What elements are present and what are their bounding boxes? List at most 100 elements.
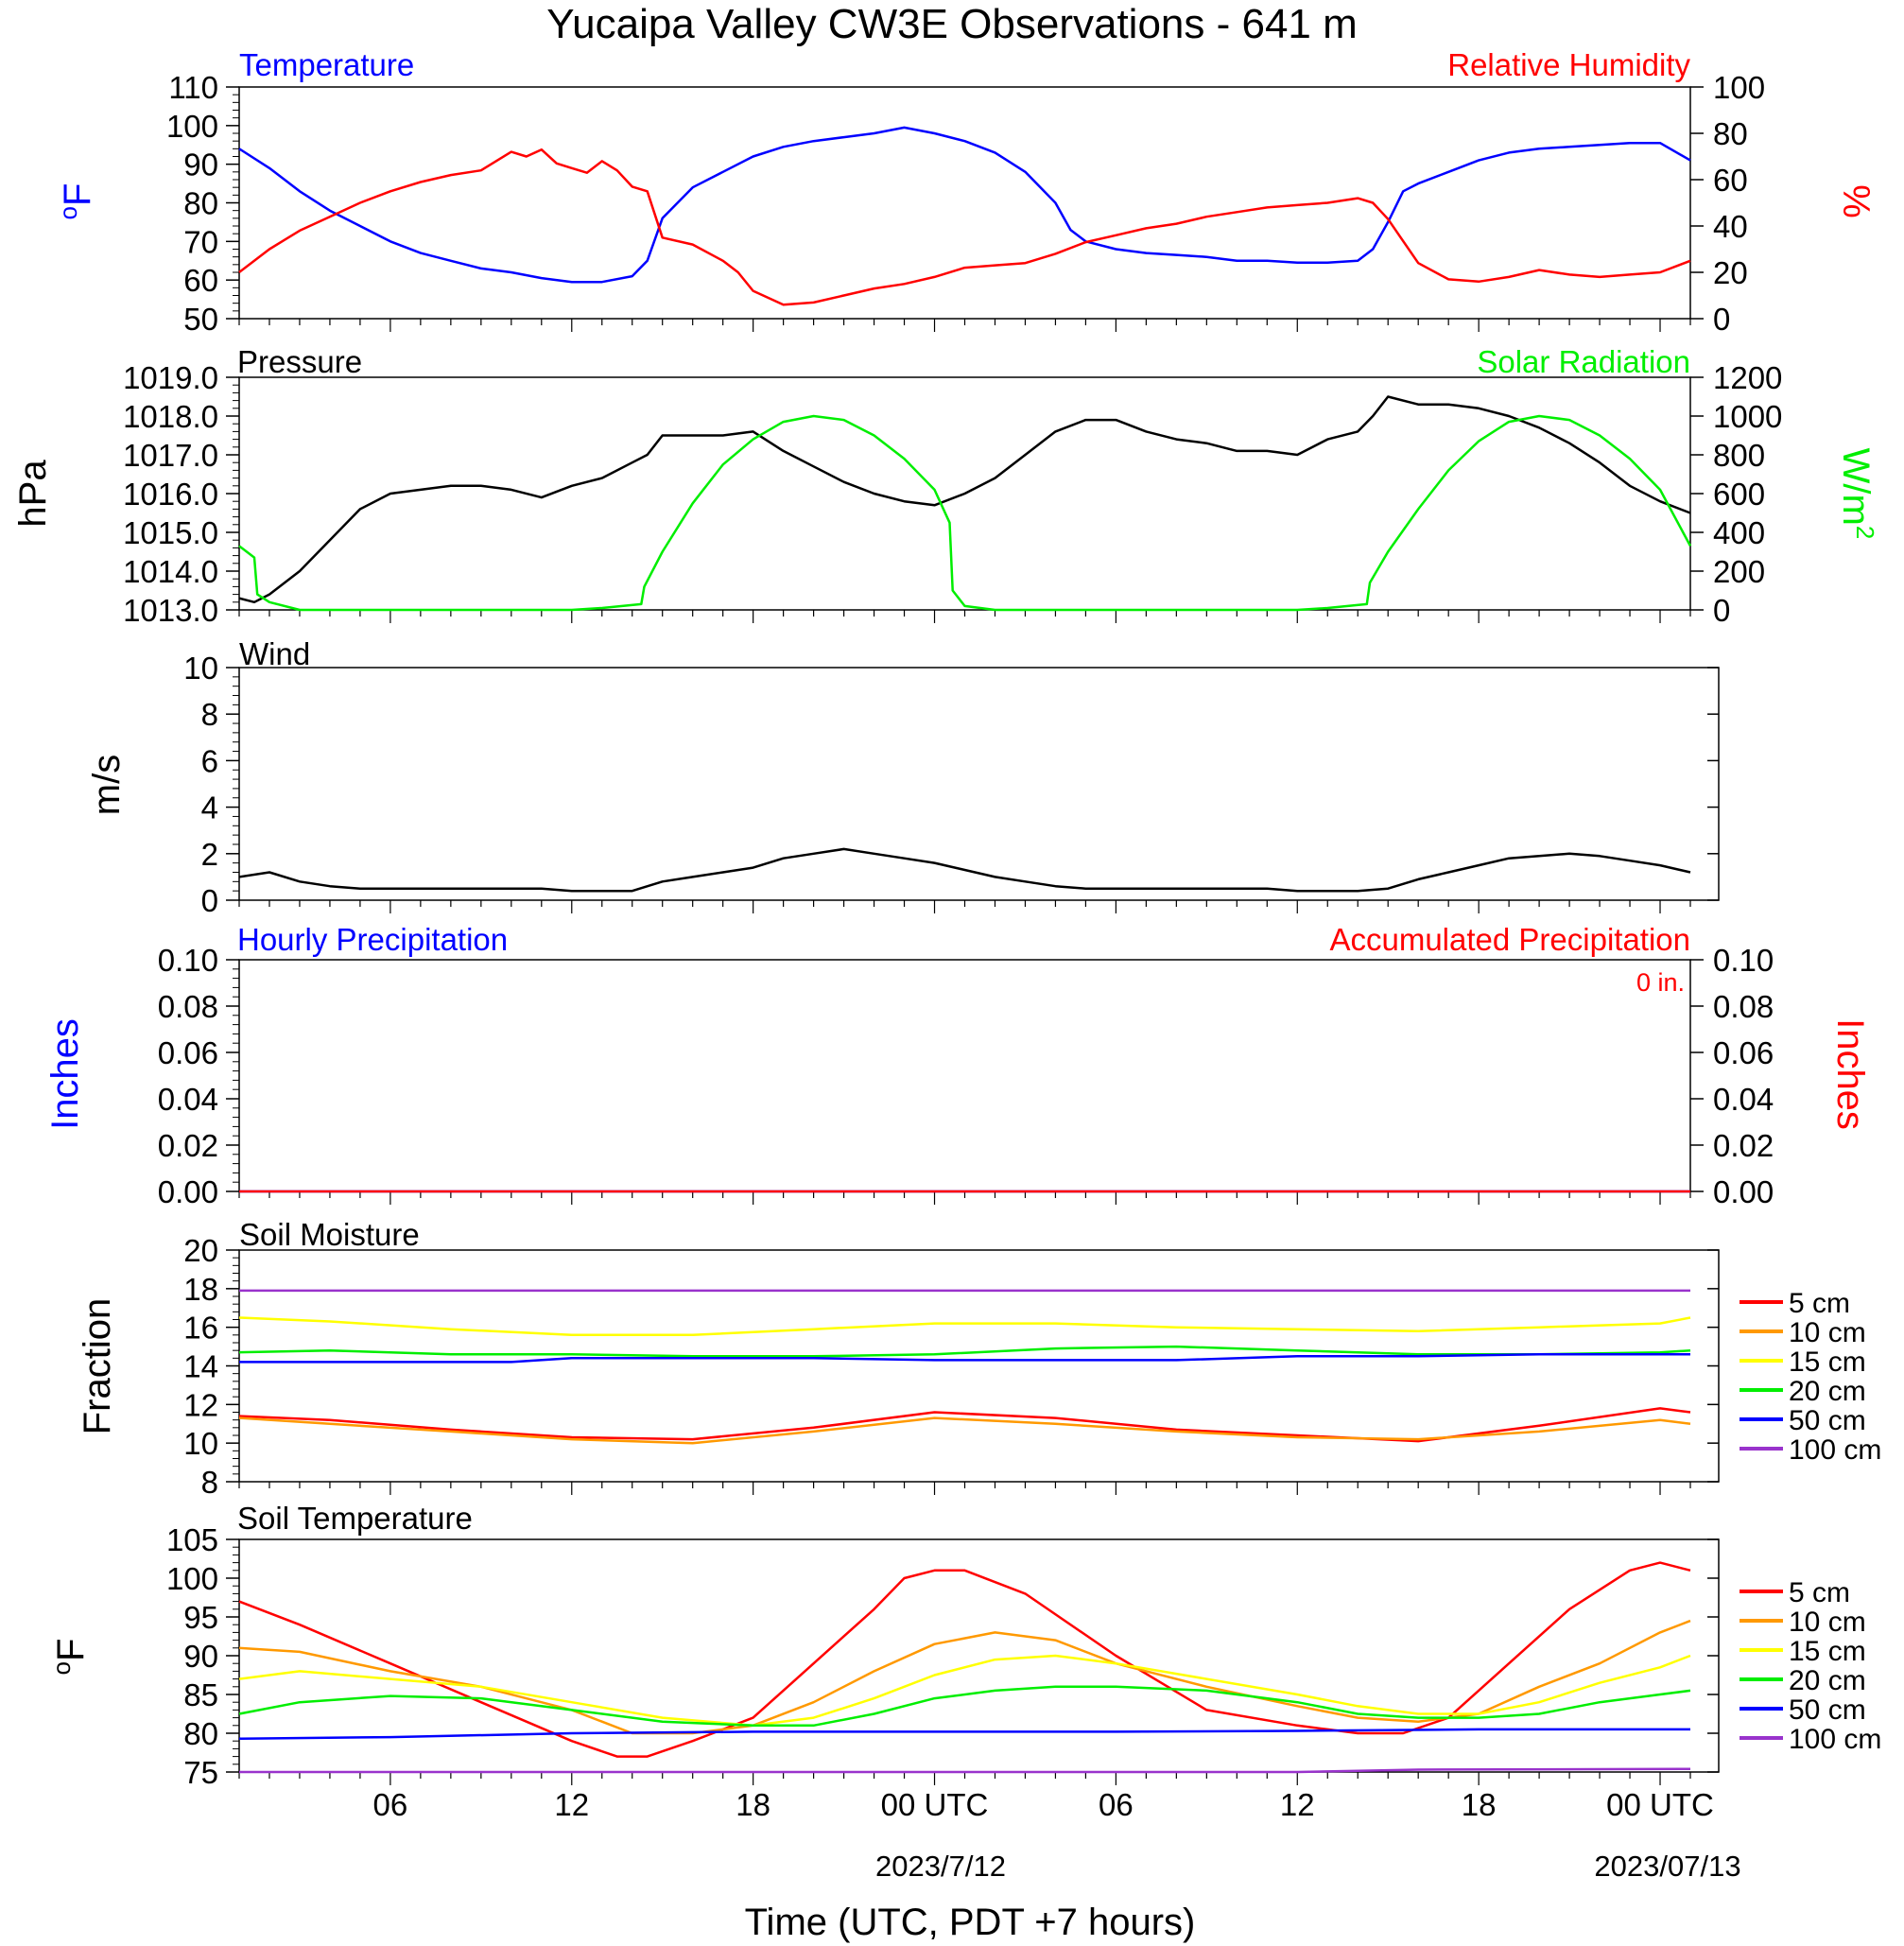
hourly-precip-title: Hourly Precipitation	[237, 922, 508, 957]
accum-precip-title: Accumulated Precipitation	[1329, 922, 1690, 957]
y-tick-label: 8	[201, 697, 218, 732]
solar-unit-label: W/m2	[1835, 448, 1879, 540]
y-tick-label: 18	[183, 1272, 218, 1307]
y-right-tick-label: 0.04	[1713, 1082, 1774, 1117]
y-tick-label: 10	[183, 1426, 218, 1461]
x-tick-label: 12	[1280, 1787, 1315, 1822]
soil-temp-unit-sup: o	[47, 1661, 76, 1675]
y-tick-label: 0.08	[158, 989, 218, 1024]
legend-label: 15 cm	[1789, 1347, 1866, 1378]
y-tick-label: 6	[201, 743, 218, 778]
x-tick-label: 06	[373, 1787, 408, 1822]
legend-label: 50 cm	[1789, 1405, 1866, 1436]
temp-unit-label: oF	[54, 183, 98, 220]
precip-total-label: 0 in.	[1636, 968, 1685, 997]
y-tick-label: 16	[183, 1311, 218, 1346]
svg-text:oF: oF	[54, 183, 98, 220]
y-tick-label: 75	[183, 1755, 218, 1790]
y-tick-label: 2	[201, 837, 218, 872]
temp-unit-sup: o	[54, 206, 82, 219]
y-right-tick-label: 0.06	[1713, 1035, 1774, 1070]
y-tick-label: 1013.0	[123, 593, 218, 628]
y-tick-label: 80	[183, 186, 218, 221]
y-tick-label: 12	[183, 1387, 218, 1422]
y-tick-label: 95	[183, 1600, 218, 1635]
legend-label: 100 cm	[1789, 1434, 1881, 1466]
legend-label: 50 cm	[1789, 1694, 1866, 1726]
legend-label: 20 cm	[1789, 1665, 1866, 1696]
solar-unit-sup: 2	[1851, 526, 1879, 539]
legend-label: 15 cm	[1789, 1636, 1866, 1667]
y-tick-label: 0	[201, 883, 218, 918]
series-line-50-cm	[238, 1728, 1690, 1740]
temperature-title: Temperature	[239, 47, 414, 82]
series-line-relative-humidity	[238, 148, 1691, 306]
series-line-solar-radiation	[238, 414, 1692, 612]
series-line-100-cm	[239, 1767, 1691, 1774]
y-tick-label: 110	[168, 70, 218, 105]
x-tick-label: 06	[1099, 1787, 1134, 1822]
soil-temp-unit-text: F	[50, 1639, 92, 1661]
rh-unit-label: %	[1835, 184, 1877, 218]
series-line-15-cm	[238, 1654, 1691, 1728]
y-right-tick-label: 20	[1713, 255, 1748, 290]
wind-panel: Wind m/s	[86, 636, 310, 815]
solar-unit-text: W/m	[1835, 448, 1877, 526]
y-tick-label: 20	[183, 1233, 218, 1268]
series-line-10-cm	[238, 1416, 1691, 1445]
panel-frame	[238, 667, 1720, 901]
legend-label: 10 cm	[1789, 1607, 1866, 1638]
y-tick-label: 50	[183, 302, 218, 337]
legend-label: 100 cm	[1789, 1724, 1881, 1755]
series-line-5-cm	[238, 1407, 1691, 1443]
y-tick-label: 85	[183, 1677, 218, 1712]
y-right-tick-label: 800	[1713, 438, 1765, 473]
soil-temp-title: Soil Temperature	[237, 1501, 473, 1536]
y-right-tick-label: 0.00	[1713, 1174, 1774, 1209]
y-right-tick-label: 0.10	[1713, 943, 1774, 978]
legend-label: 20 cm	[1789, 1376, 1866, 1407]
panel-frame	[238, 1538, 1720, 1773]
y-right-tick-label: 400	[1713, 515, 1765, 550]
y-tick-label: 1016.0	[123, 477, 218, 512]
y-tick-label: 0.10	[158, 943, 218, 978]
series-line-10-cm	[238, 1619, 1691, 1735]
y-tick-label: 10	[183, 651, 218, 686]
soil-moisture-panel: Soil Moisture Fraction	[77, 1217, 420, 1434]
y-right-tick-label: 0.02	[1713, 1128, 1774, 1163]
y-tick-label: 14	[183, 1349, 218, 1384]
y-tick-label: 1015.0	[123, 515, 218, 550]
wind-unit-label: m/s	[86, 755, 128, 815]
panel-4-plot: 0.00 0.02 0.04 0.06 0.08 0.10 0.00 0.02 0.04 0.06…	[158, 943, 1774, 1209]
soil-temp-panel: Soil Temperature oF	[47, 1501, 473, 1675]
precip-left-unit-label: Inches	[44, 1018, 86, 1130]
y-tick-label: 60	[183, 263, 218, 298]
pressure-unit-label: hPa	[12, 460, 54, 528]
y-right-tick-label: 1000	[1713, 399, 1782, 434]
series-line-20-cm	[238, 1685, 1691, 1728]
x-tick-label: 18	[1462, 1787, 1497, 1822]
y-tick-label: 1018.0	[123, 399, 218, 434]
precip-right-unit-label: Inches	[1829, 1018, 1871, 1130]
x-tick-label: 12	[554, 1787, 589, 1822]
y-tick-label: 8	[201, 1465, 218, 1500]
pressure-solar-panel: Pressure Solar Radiation hPa W/m2	[12, 344, 1879, 539]
y-tick-label: 1017.0	[123, 438, 218, 473]
x-tick-label: 00 UTC	[881, 1787, 989, 1822]
soil-moisture-unit-label: Fraction	[77, 1298, 118, 1435]
y-tick-label: 0.06	[158, 1035, 218, 1070]
temp-rh-panel: Temperature Relative Humidity oF %	[54, 47, 1877, 219]
date-label-1: 2023/7/12	[875, 1850, 1006, 1883]
y-right-tick-label: 0	[1713, 593, 1730, 628]
figure-title: Yucaipa Valley CW3E Observations - 641 m	[546, 1, 1358, 47]
y-tick-label: 70	[183, 224, 218, 259]
y-right-tick-label: 80	[1713, 116, 1748, 151]
series-line-temperature	[238, 126, 1691, 284]
series-line-15-cm	[238, 1316, 1691, 1337]
legend-label: 5 cm	[1789, 1577, 1850, 1608]
panel-3-plot: 0 2 4 6 8 10	[183, 651, 1720, 918]
